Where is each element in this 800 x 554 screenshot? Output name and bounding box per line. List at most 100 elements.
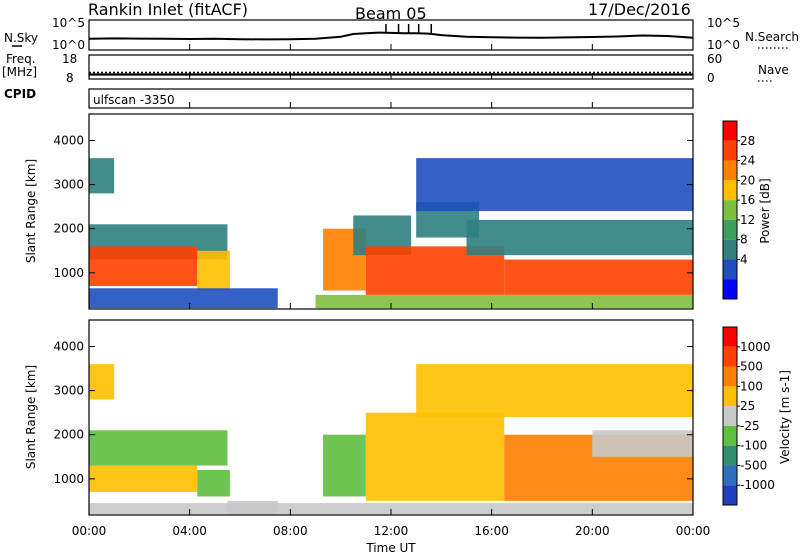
power-cbar-ticklabel-5: 8 xyxy=(740,233,748,247)
noise-tick-bottom-right: 10^0 xyxy=(707,38,740,52)
power-cells-region-4 xyxy=(89,288,278,309)
vel-yticks-label-2: 2000 xyxy=(53,428,84,442)
power-cells-region-11 xyxy=(416,158,693,212)
velocity-colorbar: 1000 500 100 25 -25 -100 -500 -1000 xyxy=(722,326,775,506)
noise-spikes xyxy=(385,24,433,34)
power-cbar-band-6 xyxy=(723,239,737,260)
velocity-ylabel: Slant Range [km] xyxy=(24,365,38,469)
power-colorbar-label: Power [dB] xyxy=(758,178,772,243)
vel-cbar-ticklabel-6: -500 xyxy=(740,458,767,472)
vel-cbar-band-2 xyxy=(723,366,737,387)
power-yticks-label-1: 3000 xyxy=(53,178,84,192)
beam-title: Beam 05 xyxy=(355,4,427,23)
vel-cbar-frame xyxy=(722,326,738,506)
xtick-label-5: 20:00 xyxy=(575,524,610,538)
power-cbar-band-5 xyxy=(723,219,737,240)
power-cells-region-12 xyxy=(315,294,693,309)
power-heatmap xyxy=(89,158,693,309)
vel-cells-region-3 xyxy=(197,470,230,497)
vel-cbar-band-6 xyxy=(723,445,737,466)
noise-tick-top-right: 10^5 xyxy=(707,16,740,30)
vel-cells-region-9 xyxy=(416,364,693,418)
xtick-label-0: 00:00 xyxy=(72,524,107,538)
vel-cbar-band-1 xyxy=(723,346,737,367)
power-cbar-ticklabel-2: 20 xyxy=(740,173,755,187)
vel-yticks-label-1: 3000 xyxy=(53,384,84,398)
noise-right-label: N.Search xyxy=(745,30,799,44)
vel-cbar-band-7 xyxy=(723,465,737,486)
vel-cells-region-1 xyxy=(89,430,228,466)
freq-label-line1: Freq. xyxy=(6,52,36,66)
xtick-label-2: 08:00 xyxy=(273,524,308,538)
power-cbar-band-4 xyxy=(723,200,737,220)
xaxis-label: Time UT xyxy=(365,541,416,554)
noise-series-line xyxy=(88,31,694,41)
velocity-yaxis: 4000 3000 2000 1000 xyxy=(53,339,693,486)
noise-tick-top-left: 10^5 xyxy=(52,16,85,30)
xtick-label-4: 16:00 xyxy=(474,524,509,538)
vel-cells-region-10 xyxy=(89,503,693,515)
vel-cells-region-8 xyxy=(592,430,693,457)
nave-label: Nave xyxy=(758,63,789,77)
power-cells-region-10 xyxy=(504,259,693,295)
xtick-label-6: 00:00 xyxy=(676,524,711,538)
power-cbar-ticklabel-6: 4 xyxy=(740,252,748,266)
velocity-heatmap xyxy=(89,364,693,515)
noise-tick-bottom-left: 10^0 xyxy=(52,38,85,52)
vel-cbar-band-8 xyxy=(723,485,737,505)
vel-cbar-band-0 xyxy=(723,327,737,347)
power-cbar-band-1 xyxy=(723,140,737,161)
freq-tick-bottom-right: 0 xyxy=(707,71,715,85)
noise-left-label: N.Sky xyxy=(4,31,38,45)
power-cbar-frame xyxy=(722,120,738,300)
vel-cells-region-5 xyxy=(323,434,366,497)
date-title: 17/Dec/2016 xyxy=(588,0,691,19)
power-cells-region-3 xyxy=(197,250,230,291)
vel-cbar-band-4 xyxy=(723,406,737,426)
time-xaxis: 00:00 04:00 08:00 12:00 16:00 20:00 00:00 xyxy=(72,44,711,538)
vel-yticks-label-0: 4000 xyxy=(53,339,84,353)
power-cbar-ticklabel-3: 16 xyxy=(740,193,755,207)
power-cbar-ticklabel-0: 28 xyxy=(740,134,755,148)
power-cbar-ticklabel-1: 24 xyxy=(740,154,755,168)
cpid-value: ulfscan -3350 xyxy=(93,93,175,107)
vel-cbar-ticklabel-7: -1000 xyxy=(740,478,775,492)
vel-cbar-band-3 xyxy=(723,386,737,407)
power-cbar-band-3 xyxy=(723,180,737,201)
vel-cbar-ticklabel-5: -100 xyxy=(740,439,767,453)
power-cbar-band-0 xyxy=(723,121,737,141)
power-colorbar: 28 24 20 16 12 8 4 xyxy=(722,120,755,300)
power-cbar-ticklabel-4: 12 xyxy=(740,213,755,227)
cpid-label: CPID xyxy=(4,87,36,101)
vel-cells-region-6 xyxy=(365,412,505,501)
power-cells-region-9 xyxy=(466,219,693,256)
xtick-label-3: 12:00 xyxy=(374,524,409,538)
power-yaxis: 4000 3000 2000 1000 xyxy=(53,133,693,280)
power-cells-region-0 xyxy=(89,158,115,194)
vel-cbar-ticklabel-3: 25 xyxy=(740,399,755,413)
vel-cbar-band-5 xyxy=(723,425,737,446)
vel-cbar-ticklabel-4: -25 xyxy=(740,419,760,433)
station-title: Rankin Inlet (fitACF) xyxy=(88,0,248,19)
power-cbar-band-8 xyxy=(723,279,737,299)
vel-yticks-label-3: 1000 xyxy=(53,472,84,486)
freq-tick-top-left: 18 xyxy=(62,52,77,66)
power-yticks-label-0: 4000 xyxy=(53,133,84,147)
velocity-colorbar-label: Velocity [m s-1] xyxy=(778,370,792,464)
vel-cells-region-0 xyxy=(89,364,115,400)
power-cbar-band-2 xyxy=(723,160,737,181)
power-cbar-band-7 xyxy=(723,259,737,280)
vel-cbar-ticklabel-1: 500 xyxy=(740,360,763,374)
power-cells-region-2 xyxy=(89,246,198,287)
power-ylabel: Slant Range [km] xyxy=(24,159,38,263)
freq-label-line2: [MHz] xyxy=(2,65,37,79)
vel-cells-region-2 xyxy=(89,465,198,493)
vel-cbar-ticklabel-2: 100 xyxy=(740,379,763,393)
power-yticks-label-3: 1000 xyxy=(53,266,84,280)
power-yticks-label-2: 2000 xyxy=(53,222,84,236)
freq-tick-bottom-left: 8 xyxy=(66,71,74,85)
xtick-label-1: 04:00 xyxy=(172,524,207,538)
vel-cbar-ticklabel-0: 1000 xyxy=(740,340,771,354)
freq-tick-top-right: 60 xyxy=(707,52,722,66)
